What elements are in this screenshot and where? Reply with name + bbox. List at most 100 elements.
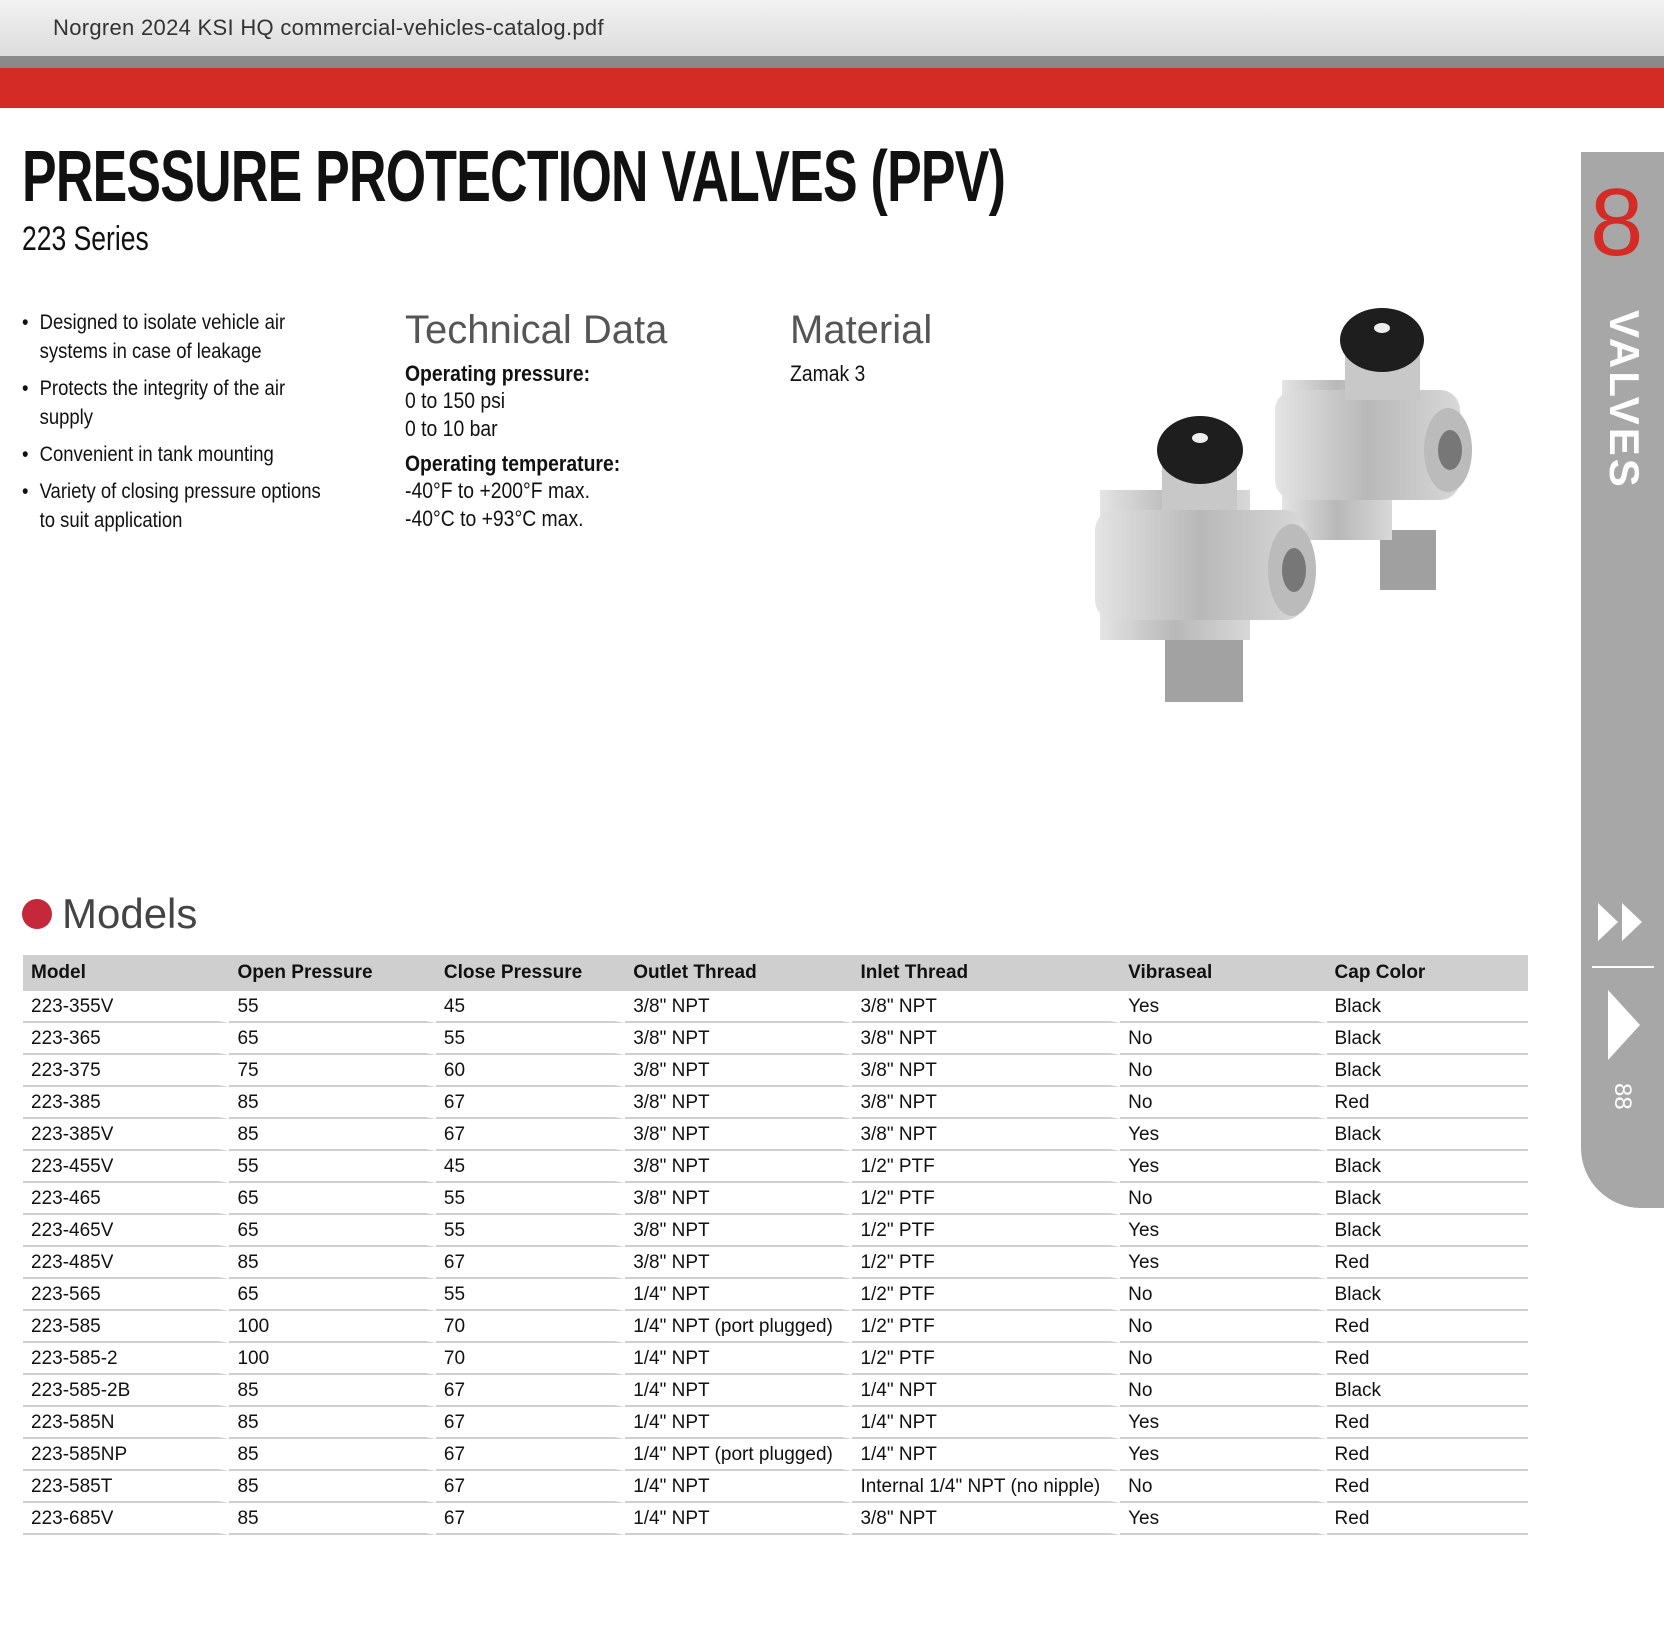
table-cell: 67: [435, 1471, 626, 1503]
section-heading: Models: [62, 890, 198, 937]
table-cell: No: [1120, 1279, 1327, 1311]
models-heading: Models: [22, 890, 197, 938]
window-title: Norgren 2024 KSI HQ commercial-vehicles-…: [53, 15, 604, 40]
table-cell: 1/2" PTF: [852, 1215, 1121, 1247]
table-cell: 1/4" NPT (port plugged): [625, 1439, 853, 1471]
column-header: Vibraseal: [1120, 955, 1327, 991]
table-cell: Internal 1/4" NPT (no nipple): [852, 1471, 1121, 1503]
table-cell: 223-585: [23, 1311, 230, 1343]
table-cell: 1/4" NPT: [625, 1279, 853, 1311]
models-table: Model Open Pressure Close Pressure Outlet T…: [23, 955, 1528, 1535]
page-number: 88: [1609, 1083, 1636, 1110]
table-cell: 223-585-2B: [23, 1375, 230, 1407]
product-image: [1095, 308, 1472, 702]
table-cell: 1/4" NPT: [852, 1439, 1121, 1471]
feature-item: Protects the integrity of the air supply: [22, 374, 330, 432]
table-cell: 223-585T: [23, 1471, 230, 1503]
table-cell: Yes: [1120, 1119, 1327, 1151]
table-cell: Red: [1326, 1247, 1528, 1279]
material: Material Zamak 3: [790, 308, 932, 387]
table-cell: 85: [229, 1247, 436, 1279]
table-cell: 223-465V: [23, 1215, 230, 1247]
table-row: 223-365 65 55 3/8" NPT 3/8" NPT No Black: [23, 1023, 1528, 1055]
table-cell: 223-375: [23, 1055, 230, 1087]
table-cell: 1/4" NPT: [625, 1407, 853, 1439]
table-cell: Yes: [1120, 1407, 1327, 1439]
table-cell: No: [1120, 1055, 1327, 1087]
table-cell: Red: [1326, 1343, 1528, 1375]
table-cell: No: [1120, 1183, 1327, 1215]
table-cell: 55: [229, 1151, 436, 1183]
header-row: Model Open Pressure Close Pressure Outlet T…: [23, 955, 1528, 991]
table-cell: 67: [435, 1375, 626, 1407]
table-cell: No: [1120, 1471, 1327, 1503]
table-cell: 223-685V: [23, 1503, 230, 1535]
table-cell: Red: [1326, 1087, 1528, 1119]
spec-value: -40°C to +93°C max.: [405, 506, 584, 531]
table-cell: 223-585NP: [23, 1439, 230, 1471]
table-cell: Red: [1326, 1439, 1528, 1471]
table-row: 223-585N 85 67 1/4" NPT 1/4" NPT Yes Red: [23, 1407, 1528, 1439]
table-row: 223-355V 55 45 3/8" NPT 3/8" NPT Yes Black: [23, 991, 1528, 1023]
section-number: 8: [1590, 169, 1644, 276]
table-cell: 1/2" PTF: [852, 1151, 1121, 1183]
table-cell: 3/8" NPT: [852, 1503, 1121, 1535]
table-cell: 67: [435, 1407, 626, 1439]
table-cell: 3/8" NPT: [852, 1055, 1121, 1087]
spec-value: -40°F to +200°F max.: [405, 478, 590, 503]
table-cell: 65: [229, 1183, 436, 1215]
column-header: Inlet Thread: [852, 955, 1121, 991]
table-row: 223-585 100 70 1/4" NPT (port plugged) 1/2" …: [23, 1311, 1528, 1343]
spec-label: Operating temperature:: [405, 451, 621, 476]
table-cell: 1/2" PTF: [852, 1343, 1121, 1375]
table-cell: 3/8" NPT: [625, 1247, 853, 1279]
table-cell: No: [1120, 1375, 1327, 1407]
table-cell: 67: [435, 1503, 626, 1535]
table-cell: 3/8" NPT: [625, 1055, 853, 1087]
table-cell: 223-365: [23, 1023, 230, 1055]
column-header: Open Pressure: [229, 955, 436, 991]
page-title: PRESSURE PROTECTION VALVES (PPV): [22, 137, 1006, 217]
table-cell: 55: [435, 1023, 626, 1055]
table-cell: 85: [229, 1087, 436, 1119]
table-cell: 1/2" PTF: [852, 1311, 1121, 1343]
table-row: 223-465V 65 55 3/8" NPT 1/2" PTF Yes Black: [23, 1215, 1528, 1247]
table-cell: Black: [1326, 1055, 1528, 1087]
table-cell: 223-485V: [23, 1247, 230, 1279]
table-cell: 70: [435, 1343, 626, 1375]
nav-icons[interactable]: [1590, 895, 1660, 1065]
section-heading: Technical Data: [405, 308, 668, 352]
table-cell: Yes: [1120, 1151, 1327, 1183]
table-cell: 223-455V: [23, 1151, 230, 1183]
table-row: 223-375 75 60 3/8" NPT 3/8" NPT No Black: [23, 1055, 1528, 1087]
table-cell: 85: [229, 1439, 436, 1471]
table-cell: 3/8" NPT: [852, 1023, 1121, 1055]
table-cell: Red: [1326, 1471, 1528, 1503]
table-cell: 1/4" NPT: [625, 1375, 853, 1407]
table-cell: 223-385: [23, 1087, 230, 1119]
table-cell: 1/4" NPT: [625, 1471, 853, 1503]
table-cell: 85: [229, 1471, 436, 1503]
table-cell: 70: [435, 1311, 626, 1343]
table-cell: 100: [229, 1311, 436, 1343]
section-heading: Material: [790, 308, 933, 352]
table-cell: 67: [435, 1439, 626, 1471]
table-cell: 223-385V: [23, 1119, 230, 1151]
table-cell: 223-355V: [23, 991, 230, 1023]
divider: [0, 56, 1664, 68]
table-cell: 75: [229, 1055, 436, 1087]
table-cell: 55: [435, 1279, 626, 1311]
table-cell: Black: [1326, 1279, 1528, 1311]
table-cell: 65: [229, 1023, 436, 1055]
material-value: Zamak 3: [790, 361, 866, 386]
table-cell: Black: [1326, 1023, 1528, 1055]
table-cell: 223-565: [23, 1279, 230, 1311]
table-row: 223-465 65 55 3/8" NPT 1/2" PTF No Black: [23, 1183, 1528, 1215]
table-cell: 223-585N: [23, 1407, 230, 1439]
table-cell: Black: [1326, 1119, 1528, 1151]
table-cell: 223-585-2: [23, 1343, 230, 1375]
table-cell: 85: [229, 1407, 436, 1439]
table-cell: 1/2" PTF: [852, 1247, 1121, 1279]
table-cell: 3/8" NPT: [625, 1215, 853, 1247]
table-cell: 100: [229, 1343, 436, 1375]
